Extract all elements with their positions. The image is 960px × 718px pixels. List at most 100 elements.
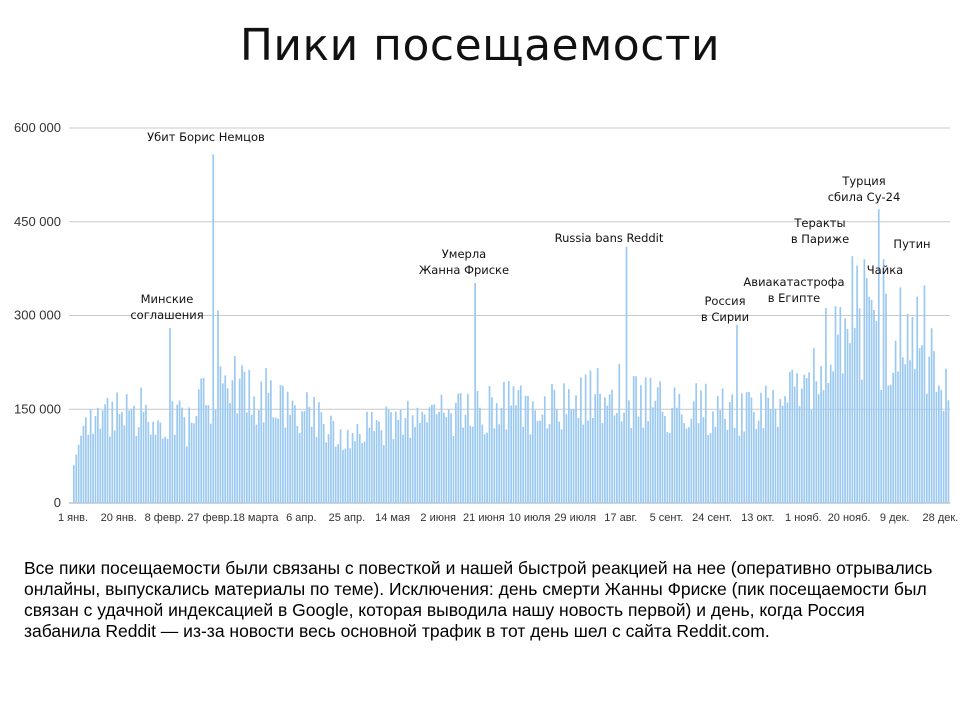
bar xyxy=(209,423,212,503)
bar xyxy=(346,430,349,503)
bar xyxy=(752,412,755,503)
bar xyxy=(584,374,587,503)
bar xyxy=(142,411,145,503)
bar xyxy=(279,384,282,503)
bar xyxy=(173,434,176,503)
traffic-bar-chart: 0 150 000 300 000 450 000 600 000 1 янв. 20 я… xyxy=(14,120,958,524)
bar xyxy=(743,431,746,503)
bar xyxy=(591,417,594,503)
bar xyxy=(680,414,683,503)
bar xyxy=(231,380,234,503)
bar xyxy=(793,386,796,503)
bar xyxy=(282,385,284,503)
bar xyxy=(226,388,229,503)
bar xyxy=(909,360,911,503)
x-tick-label: 2 июня xyxy=(420,512,456,524)
bar xyxy=(618,364,621,503)
bar xyxy=(183,417,186,503)
bar xyxy=(875,321,878,503)
bar xyxy=(582,424,585,503)
bar xyxy=(421,411,424,503)
bar xyxy=(551,383,553,503)
bar xyxy=(212,154,215,503)
bar xyxy=(380,430,383,503)
bar xyxy=(716,396,719,503)
x-tick-label: 9 дек. xyxy=(880,512,910,524)
bar xyxy=(133,405,135,503)
bar xyxy=(229,403,231,503)
bar xyxy=(791,369,794,503)
bar xyxy=(344,448,347,503)
annotation-label: в Сирии xyxy=(701,310,749,324)
bar xyxy=(906,313,909,503)
bar xyxy=(649,377,652,503)
bar xyxy=(801,388,803,503)
bar xyxy=(628,400,630,503)
x-tick-label: 10 июля xyxy=(509,512,551,524)
bar xyxy=(945,368,947,503)
bar xyxy=(777,426,779,503)
bar xyxy=(844,318,846,503)
bar xyxy=(94,415,97,503)
bar xyxy=(846,328,849,503)
bar xyxy=(726,429,729,503)
annotation-label: сбила Су-24 xyxy=(828,190,901,204)
slide-caption: Все пики посещаемости были связаны с пов… xyxy=(24,558,933,641)
x-tick-label: 5 сент. xyxy=(650,512,684,524)
bar xyxy=(426,422,428,503)
bar xyxy=(291,400,294,503)
bar xyxy=(587,420,589,503)
bar xyxy=(135,435,138,503)
annotation-label: Турция xyxy=(841,174,885,188)
bar xyxy=(539,420,541,503)
bar xyxy=(925,393,928,503)
bar xyxy=(825,308,827,503)
bar xyxy=(246,412,248,503)
y-tick-label: 450 000 xyxy=(14,214,61,229)
bar xyxy=(510,405,512,503)
bar xyxy=(315,437,318,503)
bar xyxy=(873,310,875,503)
bar xyxy=(363,441,366,503)
bar xyxy=(284,427,287,503)
bar xyxy=(764,385,767,503)
bar xyxy=(157,420,159,503)
bar xyxy=(702,417,705,503)
bar xyxy=(740,393,743,503)
bar xyxy=(877,209,880,503)
bar xyxy=(757,420,760,503)
bar xyxy=(579,377,582,503)
bar xyxy=(813,348,815,503)
bar xyxy=(190,422,193,503)
slide-title: Пики посещаемости xyxy=(239,20,721,71)
bar xyxy=(942,410,945,503)
bar xyxy=(596,368,599,503)
bar xyxy=(435,414,438,503)
bar xyxy=(402,434,404,503)
annotation-label: в Париже xyxy=(791,232,849,246)
bar xyxy=(560,429,563,503)
bar xyxy=(221,383,224,503)
bar xyxy=(601,423,604,503)
bar xyxy=(125,394,128,503)
annotation-label: Авиакатастрофа xyxy=(743,275,844,289)
bar xyxy=(145,404,147,503)
bar xyxy=(599,393,601,503)
x-tick-label: 29 июля xyxy=(554,512,596,524)
bar xyxy=(652,407,654,503)
bar xyxy=(154,434,157,503)
bar xyxy=(169,328,171,503)
chart-gridlines xyxy=(69,127,950,504)
bar xyxy=(486,432,488,503)
bar xyxy=(697,423,700,503)
bar xyxy=(428,407,431,503)
bar xyxy=(522,426,525,503)
bar xyxy=(546,428,549,503)
bar xyxy=(109,436,111,503)
bar xyxy=(817,394,820,503)
bar xyxy=(185,446,188,503)
bar xyxy=(611,389,613,503)
bar xyxy=(760,392,762,503)
x-tick-label: 24 сент. xyxy=(692,512,732,524)
bar xyxy=(724,418,726,503)
